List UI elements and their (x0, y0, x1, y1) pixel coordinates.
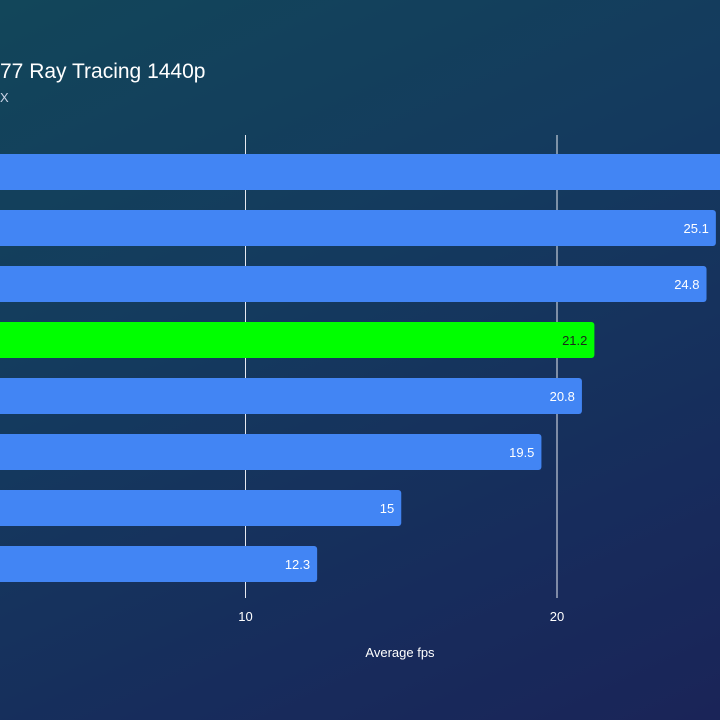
bar-7 (0, 546, 318, 582)
value-label-4: 20.8 (550, 389, 575, 404)
value-label-5: 19.5 (509, 445, 534, 460)
value-label-6: 15 (380, 501, 394, 516)
bar-1 (0, 210, 716, 246)
chart-title: 77 Ray Tracing 1440p (0, 60, 206, 83)
value-label-7: 12.3 (285, 557, 310, 572)
bar-0 (0, 154, 720, 190)
value-label-1: 25.1 (684, 221, 709, 236)
chart-subtitle: X (0, 90, 9, 105)
x-axis-label: Average fps (365, 645, 435, 660)
x-tick-label-10: 10 (238, 609, 252, 624)
bar-2 (0, 266, 707, 302)
value-label-2: 24.8 (674, 277, 699, 292)
x-tick-label-20: 20 (550, 609, 564, 624)
bar-5 (0, 434, 542, 470)
bar-6 (0, 490, 402, 526)
value-label-3: 21.2 (562, 333, 587, 348)
bar-4 (0, 378, 582, 414)
bar-3 (0, 322, 595, 358)
